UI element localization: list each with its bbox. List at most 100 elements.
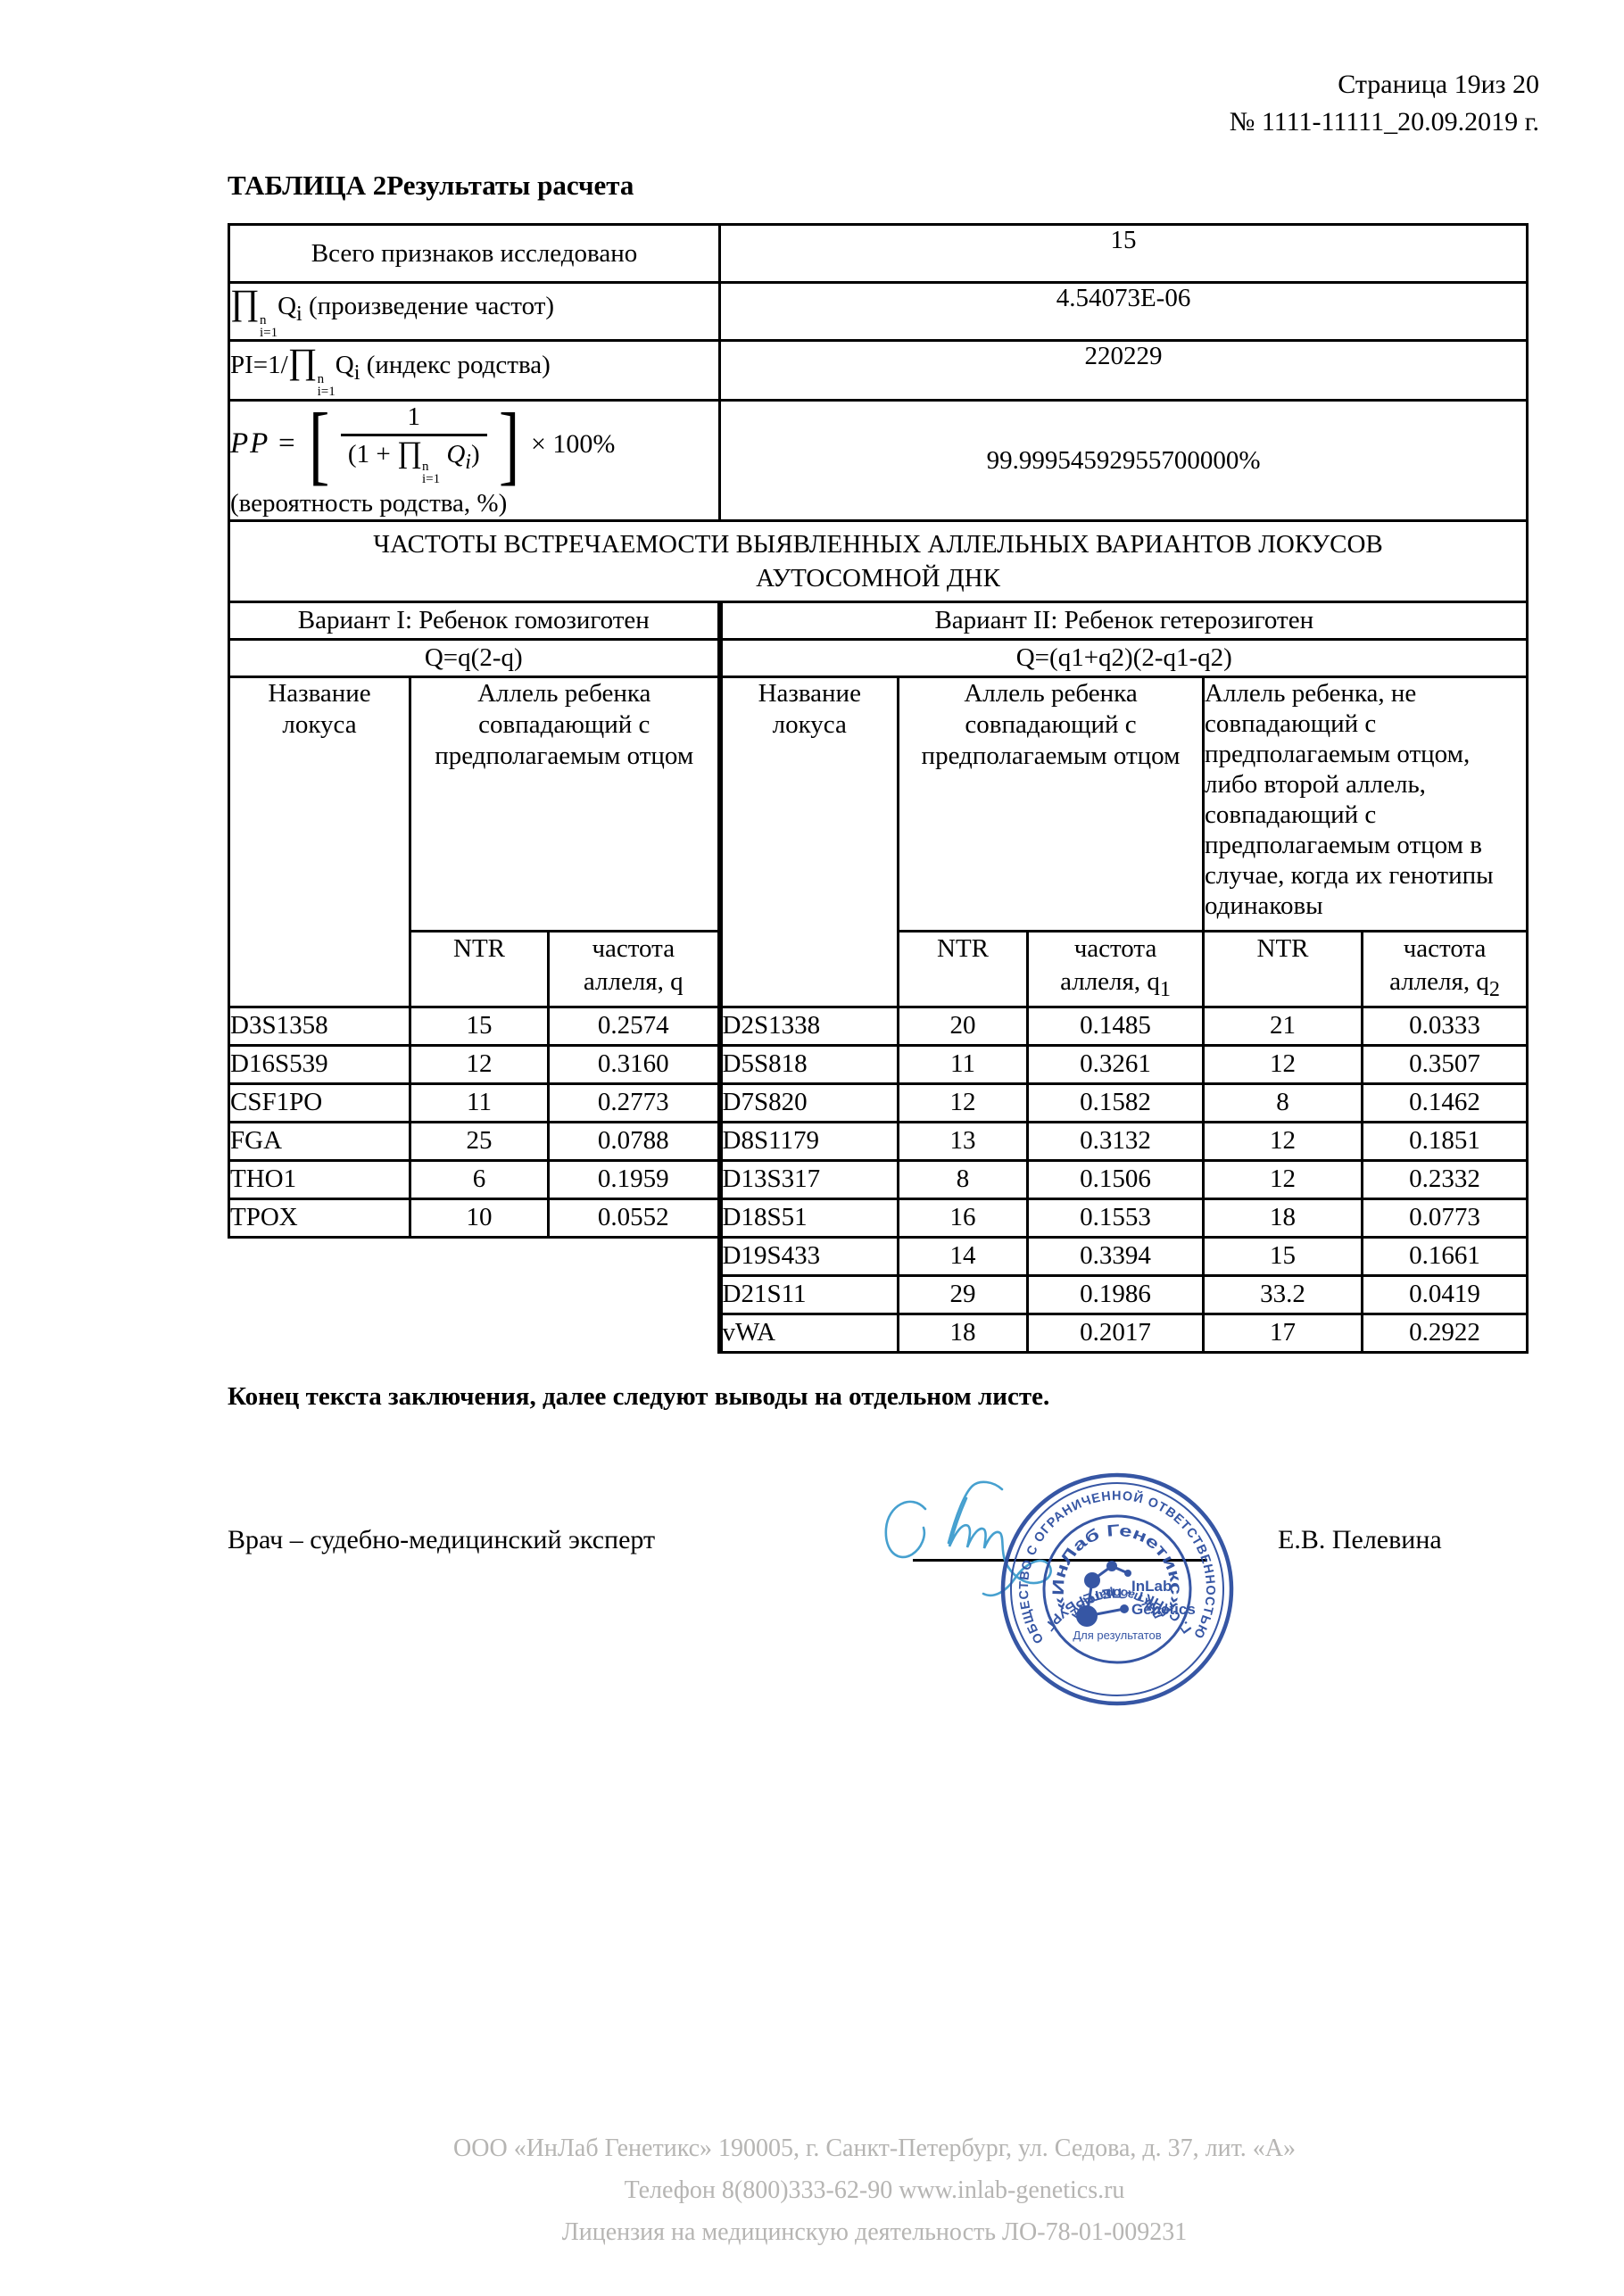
ntr-cell: 12 (1202, 1043, 1364, 1085)
locus-cell: THO1 (228, 1158, 411, 1200)
locus-data-row: D19S433 14 0.3394 15 0.1661 (229, 1235, 1529, 1277)
document-number: № 1111-11111_20.09.2019 г. (1229, 107, 1539, 137)
frequency-q1-cell: 0.1506 (1026, 1158, 1206, 1200)
probability-value: 99.99954592955700000% (718, 399, 1529, 522)
locus-cell: D5S818 (717, 1043, 900, 1085)
handwritten-signature (884, 1480, 1052, 1597)
table-row: ЧАСТОТЫ ВСТРЕЧАЕМОСТИ ВЫЯВЛЕННЫХ АЛЛЕЛЬН… (227, 519, 1529, 603)
frequency-q1-cell: 0.3261 (1026, 1043, 1206, 1085)
table-row: Название локуса Аллель ребенка совпадающ… (228, 676, 1529, 1008)
variant1-header: Вариант I: Ребенок гомозиготен (227, 601, 722, 641)
table-row: Q=q(2-q) Q=(q1+q2)(2-q1-q2) (227, 638, 1529, 678)
empty-cell (229, 1237, 720, 1275)
locus-data-row: vWA 18 0.2017 17 0.2922 (229, 1312, 1529, 1354)
ntr-cell: 12 (409, 1043, 550, 1085)
fraction: 1 (1 + ∏ n i=1 Qi) (340, 403, 487, 486)
ntr-cell: 33.2 (1202, 1273, 1364, 1315)
stamp-tagline: Для результатов (1073, 1629, 1161, 1642)
locus-cell: D7S820 (717, 1082, 900, 1123)
frequency-cell: 0.1959 (546, 1158, 722, 1200)
locus-data-row: THO1 6 0.1959 D13S317 8 0.1506 12 0.2332 (228, 1158, 1529, 1200)
ntr-cell: 17 (1202, 1312, 1364, 1354)
locus-cell: CSF1PO (228, 1082, 411, 1123)
variant2-q-formula: Q=(q1+q2)(2-q1-q2) (717, 638, 1529, 678)
locus-cell: D16S539 (228, 1043, 411, 1085)
table-row: PP = [ 1 (1 + ∏ n i=1 Qi) ] × 100% (вероят… (227, 399, 1529, 522)
frequency-q2-cell: 0.2922 (1361, 1312, 1529, 1354)
ntr-cell: 16 (897, 1197, 1030, 1239)
conclusion-end-text: Конец текста заключения, далее следуют в… (228, 1382, 1050, 1411)
ntr-cell: 12 (897, 1082, 1030, 1123)
ntr-cell: 15 (409, 1005, 550, 1047)
frequency-q1-cell: 0.3394 (1026, 1235, 1206, 1277)
ntr-header: NTR (1202, 930, 1364, 1008)
ntr-cell: 6 (409, 1158, 550, 1200)
molecule-dot-large (1076, 1605, 1098, 1627)
frequency-q1-cell: 0.1553 (1026, 1197, 1206, 1239)
pp-formula: PP = [ 1 (1 + ∏ n i=1 Qi) ] × 100% (230, 400, 616, 493)
ntr-cell: 12 (1202, 1158, 1364, 1200)
variant1-q-formula: Q=q(2-q) (227, 638, 722, 678)
footer-license: Лицензия на медицинскую деятельность ЛО-… (561, 2218, 1188, 2246)
locus-name-header-v2: Название локуса (717, 676, 900, 1008)
locus-name-header-v1: Название локуса (228, 676, 411, 1008)
ntr-cell: 8 (1202, 1082, 1364, 1123)
total-markers-value: 15 (718, 223, 1529, 284)
locus-cell: D13S317 (717, 1158, 900, 1200)
locus-data-row: CSF1PO 11 0.2773 D7S820 12 0.1582 8 0.1462 (228, 1082, 1529, 1123)
empty-cell (229, 1314, 720, 1352)
signer-name: Е.В. Пелевина (1278, 1525, 1442, 1554)
frequency-cell: 0.2773 (546, 1082, 722, 1123)
locus-cell: D8S1179 (717, 1120, 900, 1162)
ntr-cell: 8 (897, 1158, 1030, 1200)
freq-q1-header: частота аллеля, q1 (1026, 930, 1206, 1008)
allele-match-header-v1: Аллель ребенка совпадающий с предполагае… (408, 676, 722, 932)
ntr-cell: 14 (897, 1235, 1030, 1277)
locus-cell: D3S1358 (228, 1005, 411, 1047)
logo-text-genetics: Genetics (1131, 1601, 1196, 1618)
ntr-cell: 10 (409, 1197, 550, 1239)
frequency-cell: 0.0788 (546, 1120, 722, 1162)
table-row: NTR частота аллеля, q NTR частота аллеля, … (229, 930, 1529, 1008)
locus-cell: D21S11 (717, 1273, 900, 1315)
frequency-q2-cell: 0.3507 (1361, 1043, 1529, 1085)
locus-data-row: D16S539 12 0.3160 D5S818 11 0.3261 12 0.3507 (228, 1043, 1529, 1085)
frequency-q2-cell: 0.1851 (1361, 1120, 1529, 1162)
locus-data-row: D3S1358 15 0.2574 D2S1338 20 0.1485 21 0.0333 (228, 1005, 1529, 1047)
locus-cell: D19S433 (717, 1235, 900, 1277)
frequency-q2-cell: 0.1462 (1361, 1082, 1529, 1123)
table-row: ∏ n i=1 Qi (произведение частот) 4.54073E-0… (227, 281, 1529, 342)
frequency-q2-cell: 0.0773 (1361, 1197, 1529, 1239)
locus-data-row: TPOX 10 0.0552 D18S51 16 0.1553 18 0.0773 (228, 1197, 1529, 1239)
footer-address: ООО «ИнЛаб Генетикс» 190005, г. Санкт-Пе… (453, 2134, 1296, 2162)
paternity-index-value: 220229 (718, 339, 1529, 402)
product-symbol: ∏ (230, 282, 260, 322)
table-row: Вариант I: Ребенок гомозиготен Вариант I… (227, 601, 1529, 641)
signer-role: Врач – судебно-медицинский эксперт (228, 1525, 656, 1554)
freq-q2-header: частота аллеля, q2 (1361, 930, 1529, 1008)
allele-match-header-v2: Аллель ребенка совпадающий с предполагае… (897, 676, 1206, 932)
page-header: Страница 19из 20 № 1111-11111_20.09.2019… (1230, 66, 1539, 141)
frequency-q2-cell: 0.0333 (1361, 1005, 1529, 1047)
ntr-cell: 13 (897, 1120, 1030, 1162)
locus-cell: D18S51 (717, 1197, 900, 1239)
frequency-cell: 0.2574 (546, 1005, 722, 1047)
locus-cell: FGA (228, 1120, 411, 1162)
logo-text-inlab: InLab (1131, 1578, 1172, 1595)
freq-q-header: частота аллеля, q (546, 930, 722, 1008)
stamp-inner-ring (1042, 1514, 1192, 1664)
footer: ООО «ИнЛаб Генетикс» 190005, г. Санкт-Пе… (125, 2127, 1624, 2253)
frequency-q2-cell: 0.0419 (1361, 1273, 1529, 1315)
ntr-cell: 21 (1202, 1005, 1364, 1047)
ntr-cell: 12 (1202, 1120, 1364, 1162)
ntr-header: NTR (897, 930, 1030, 1008)
variant2-header: Вариант II: Ребенок гетерозиготен (717, 601, 1529, 641)
locus-cell: D2S1338 (717, 1005, 900, 1047)
ntr-cell: 20 (897, 1005, 1030, 1047)
locus-cell: TPOX (228, 1197, 411, 1239)
table-title: ТАБЛИЦА 2Результаты расчета (228, 170, 634, 201)
product-of-frequencies-value: 4.54073E-06 (718, 281, 1529, 342)
frequency-q2-cell: 0.2332 (1361, 1158, 1529, 1200)
stamp-outer-ring (1000, 1472, 1234, 1706)
ntr-cell: 29 (897, 1273, 1030, 1315)
